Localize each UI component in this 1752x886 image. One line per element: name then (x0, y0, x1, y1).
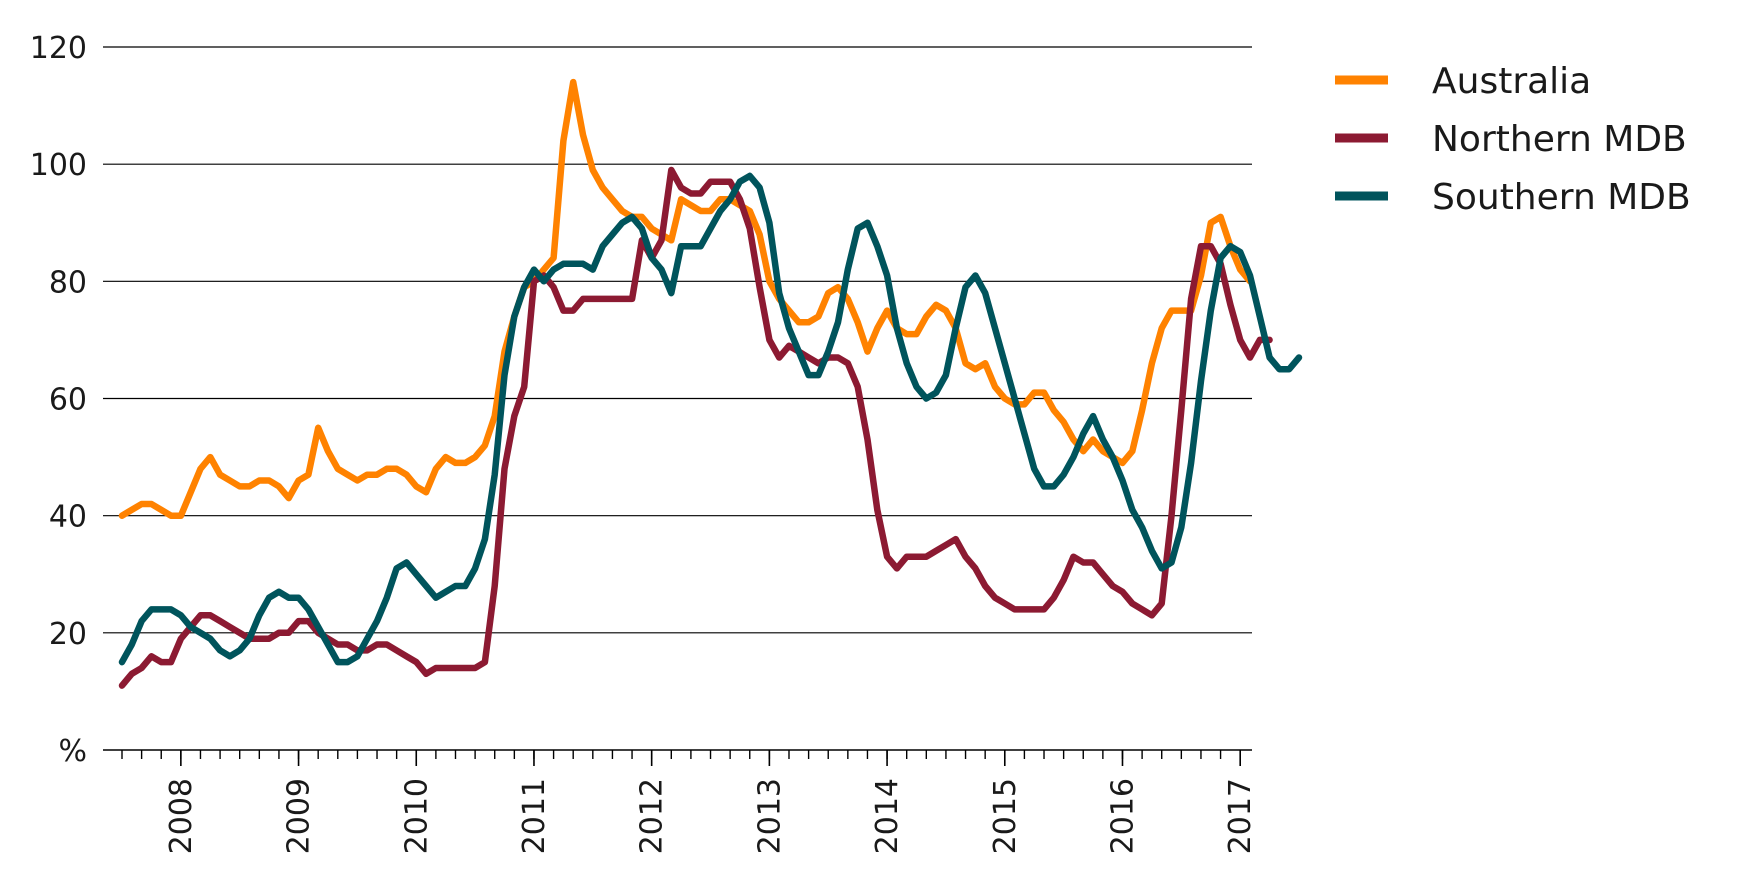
x-tick-label: 2012 (635, 778, 670, 854)
x-tick-label: 2009 (282, 778, 317, 854)
x-axis-labels: 2008 2009 2010 2011 2012 2013 2014 2015 2016 2017 (164, 778, 1258, 854)
legend-label: Australia (1432, 61, 1591, 102)
legend: Australia Northern MDB Southern MDB (1335, 61, 1691, 218)
x-tick-label: 2015 (988, 778, 1023, 854)
series-lines (118, 78, 1303, 689)
x-axis (103, 749, 1252, 766)
y-tick-label: 80 (49, 265, 87, 300)
gridlines (103, 46, 1252, 634)
series-line-southern-mdb (118, 172, 1303, 666)
x-tick-label: 2011 (517, 778, 552, 854)
legend-label: Southern MDB (1432, 177, 1691, 218)
series-line-northern-mdb (118, 166, 1273, 689)
y-unit-label: % (58, 734, 87, 769)
x-tick-label: 2013 (752, 778, 787, 854)
y-tick-label: 100 (30, 148, 87, 183)
y-tick-label: 60 (49, 383, 87, 418)
x-tick-label: 2008 (164, 778, 199, 854)
x-tick-label: 2010 (399, 778, 434, 854)
x-tick-label: 2016 (1105, 778, 1140, 854)
y-tick-label: 120 (30, 31, 87, 66)
y-tick-label: 40 (49, 500, 87, 535)
y-axis-labels: 120 100 80 60 40 20% (30, 31, 87, 769)
x-tick-label: 2017 (1223, 778, 1258, 854)
series-line-australia (118, 78, 1254, 519)
x-tick-label: 2014 (870, 778, 905, 854)
legend-label: Northern MDB (1432, 119, 1687, 160)
y-tick-label: 20 (49, 617, 87, 652)
